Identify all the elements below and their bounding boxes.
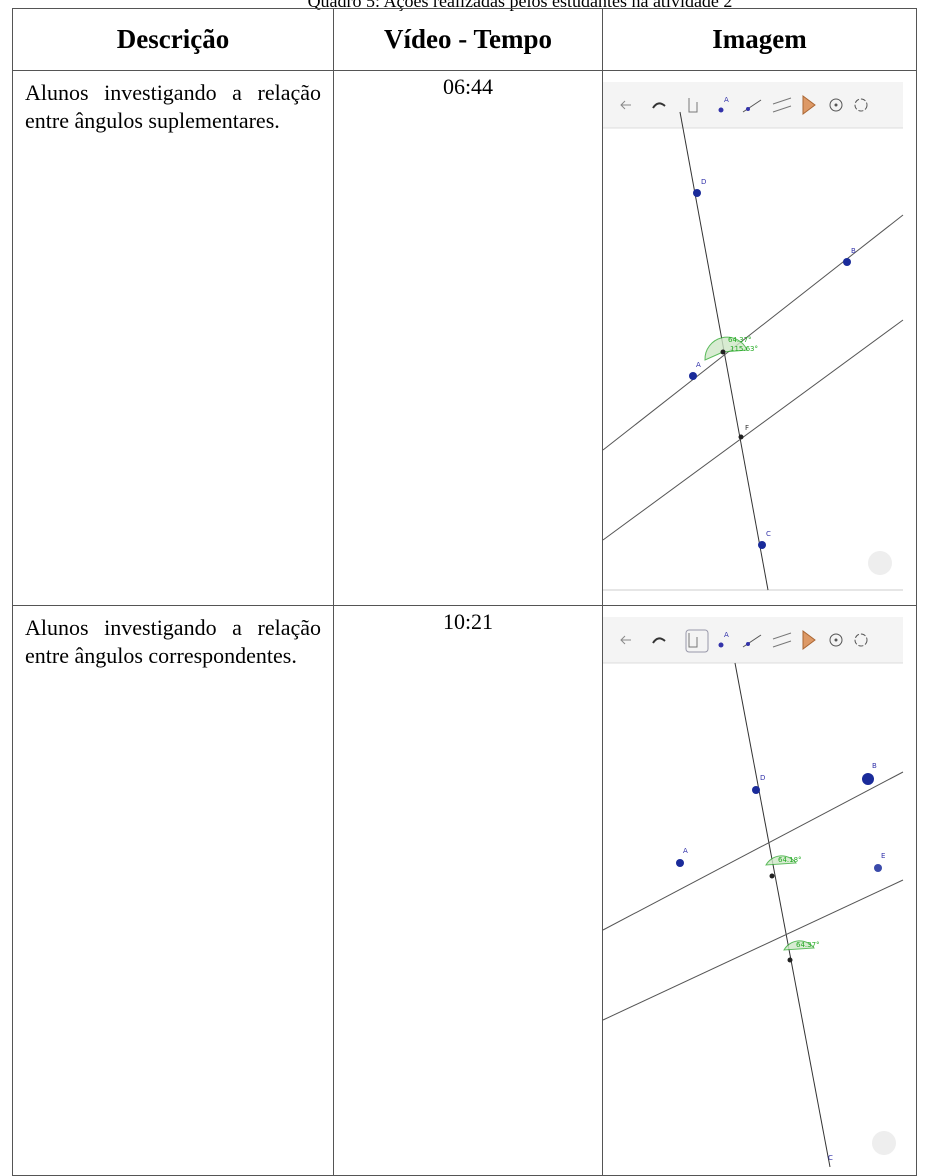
description: Alunos investigando a relação entre ângu… [13, 606, 334, 1176]
video-time: 10:21 [334, 606, 603, 1176]
header-cell: Vídeo - Tempo [334, 9, 603, 71]
image-cell [603, 71, 917, 606]
video-time: 06:44 [334, 71, 603, 606]
description: Alunos investigando a relação entre ângu… [13, 71, 334, 606]
row: Alunos investigando a relação entre ângu… [13, 71, 917, 606]
header-row: Descrição Vídeo - Tempo Imagem [13, 9, 917, 71]
image-cell [603, 606, 917, 1176]
row: Alunos investigando a relação entre ângu… [13, 606, 917, 1176]
header-cell: Descrição [13, 9, 334, 71]
page: Quadro 5: Ações realizadas pelos estudan… [0, 0, 925, 1167]
header-cell: Imagem [603, 9, 917, 71]
table: Descrição Vídeo - Tempo Imagem Alunos in… [12, 8, 917, 1176]
